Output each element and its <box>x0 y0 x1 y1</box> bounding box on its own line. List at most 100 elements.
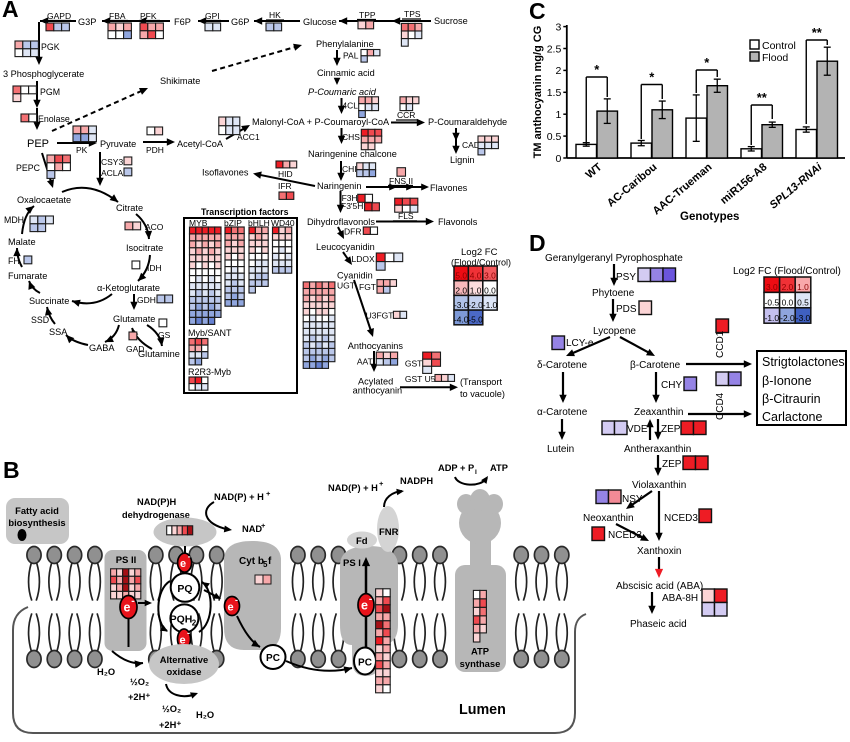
svg-text:*: * <box>649 70 655 85</box>
svg-text:VDE: VDE <box>627 424 648 435</box>
svg-text:ACC1: ACC1 <box>237 132 260 142</box>
svg-text:biosynthesis: biosynthesis <box>8 517 65 528</box>
svg-text:AAT: AAT <box>357 357 373 367</box>
svg-text:GST: GST <box>405 359 422 369</box>
svg-text:PC: PC <box>358 658 372 669</box>
svg-text:e: e <box>179 635 185 647</box>
svg-text:AC-Caribou: AC-Caribou <box>605 161 660 209</box>
svg-text:NADPH: NADPH <box>400 476 433 486</box>
svg-text:Malonyl-CoA + P-Coumaroyl-CoA: Malonyl-CoA + P-Coumaroyl-CoA <box>252 117 390 127</box>
svg-text:Flavonols: Flavonols <box>438 217 478 227</box>
svg-text:Log2 FC (Flood/Control): Log2 FC (Flood/Control) <box>733 266 841 277</box>
svg-text:Acetyl-CoA: Acetyl-CoA <box>177 139 224 149</box>
svg-text:CAD: CAD <box>462 140 480 150</box>
svg-text:-1.0: -1.0 <box>765 313 780 323</box>
svg-text:Succinate: Succinate <box>29 296 69 306</box>
svg-text:2.5: 2.5 <box>547 43 562 55</box>
svg-text:PQH: PQH <box>170 614 193 626</box>
svg-text:Cyanidin: Cyanidin <box>337 271 373 281</box>
svg-text:PK: PK <box>76 145 88 155</box>
svg-text:Lutein: Lutein <box>547 444 574 455</box>
svg-text:Anthocyanins: Anthocyanins <box>348 341 404 351</box>
svg-text:β-Carotene: β-Carotene <box>630 360 681 371</box>
svg-text:Sucrose: Sucrose <box>434 16 468 26</box>
svg-text:Phenylalanine: Phenylalanine <box>316 39 374 49</box>
svg-text:PS I: PS I <box>343 558 361 569</box>
svg-text:1: 1 <box>555 109 561 121</box>
svg-text:Transcription factors: Transcription factors <box>201 207 289 217</box>
svg-text:H₂O: H₂O <box>196 710 214 720</box>
svg-text:Flood: Flood <box>762 52 788 64</box>
svg-text:5: 5 <box>263 560 268 569</box>
svg-text:I: I <box>475 469 477 476</box>
svg-text:Antheraxanthin: Antheraxanthin <box>624 444 691 455</box>
svg-text:Malate: Malate <box>8 237 36 247</box>
svg-text:MDH: MDH <box>4 215 24 225</box>
svg-text:anthocyanin: anthocyanin <box>353 386 403 396</box>
svg-text:Oxalocaetate: Oxalocaetate <box>17 195 71 205</box>
svg-text:Leucocyanidin: Leucocyanidin <box>316 242 375 252</box>
svg-text:PSY: PSY <box>616 272 636 283</box>
svg-text:-2.0: -2.0 <box>780 313 795 323</box>
svg-text:HID: HID <box>278 169 293 179</box>
svg-text:ABA-8H: ABA-8H <box>662 593 698 604</box>
svg-text:Isoflavones: Isoflavones <box>202 168 249 178</box>
svg-text:2.0: 2.0 <box>782 282 794 292</box>
svg-text:GS: GS <box>158 330 171 340</box>
svg-text:Abscisic acid (ABA): Abscisic acid (ABA) <box>616 581 703 592</box>
svg-text:GDH: GDH <box>137 295 156 305</box>
svg-text:NAD: NAD <box>242 524 262 534</box>
svg-text:NCED3: NCED3 <box>608 530 642 541</box>
svg-text:GPI: GPI <box>205 11 220 21</box>
svg-text:ATP: ATP <box>490 463 508 473</box>
svg-text:SPL13-RNAi: SPL13-RNAi <box>768 161 826 212</box>
svg-text:ACO: ACO <box>145 222 164 232</box>
svg-text:Lumen: Lumen <box>459 702 506 718</box>
svg-text:Dihydroflavonols: Dihydroflavonols <box>307 217 375 227</box>
svg-text:LCY-e: LCY-e <box>566 338 594 349</box>
svg-text:3: 3 <box>555 21 561 33</box>
svg-text:Zeaxanthin: Zeaxanthin <box>634 407 683 418</box>
svg-text:FLS: FLS <box>398 211 414 221</box>
svg-text:-3.0: -3.0 <box>796 313 811 323</box>
svg-text:Glutamate: Glutamate <box>113 314 155 324</box>
svg-text:e: e <box>361 599 368 613</box>
svg-text:Control: Control <box>762 40 796 52</box>
svg-text:FBA: FBA <box>109 11 126 21</box>
svg-text:Isocitrate: Isocitrate <box>126 243 163 253</box>
svg-text:F6P: F6P <box>174 17 191 27</box>
svg-text:SSD: SSD <box>31 315 49 325</box>
svg-text:AAC-Trueman: AAC-Trueman <box>651 161 715 218</box>
svg-text:+: + <box>261 521 266 530</box>
svg-text:Flavones: Flavones <box>430 183 468 193</box>
svg-text:PS II: PS II <box>116 555 137 566</box>
svg-text:-5.0: -5.0 <box>468 315 483 325</box>
svg-text:Violaxanthin: Violaxanthin <box>632 480 686 491</box>
svg-text:3.0: 3.0 <box>484 271 496 281</box>
svg-text:*: * <box>594 62 600 77</box>
svg-text:LDOX: LDOX <box>352 254 375 264</box>
svg-text:1.5: 1.5 <box>547 87 562 99</box>
svg-text:IDH: IDH <box>147 263 162 273</box>
svg-text:β-Citraurin: β-Citraurin <box>762 392 821 406</box>
svg-text:f: f <box>268 556 272 567</box>
svg-text:Carlactone: Carlactone <box>762 410 822 424</box>
svg-text:WT: WT <box>584 161 605 181</box>
svg-text:FNS II: FNS II <box>389 176 413 186</box>
svg-text:Shikimate: Shikimate <box>160 76 200 86</box>
svg-text:GST U5: GST U5 <box>405 374 436 384</box>
svg-text:Myb/SANT: Myb/SANT <box>188 328 232 338</box>
svg-text:NAD(P) + H: NAD(P) + H <box>328 483 378 493</box>
svg-text:-: - <box>235 595 238 605</box>
svg-text:NAD(P) + H: NAD(P) + H <box>214 492 264 502</box>
svg-text:Fd: Fd <box>356 536 368 547</box>
svg-text:0.0: 0.0 <box>484 285 496 295</box>
svg-text:Geranylgeranyl Pyrophosphate: Geranylgeranyl Pyrophosphate <box>545 253 683 264</box>
svg-text:bHLH: bHLH <box>248 218 270 228</box>
svg-text:ZEP: ZEP <box>662 459 682 470</box>
svg-text:Fumarate: Fumarate <box>8 271 47 281</box>
svg-text:2.0: 2.0 <box>455 285 467 295</box>
svg-text:+2H⁺: +2H⁺ <box>128 692 150 702</box>
svg-text:SSA: SSA <box>49 327 68 337</box>
svg-text:α-Carotene: α-Carotene <box>537 407 588 418</box>
